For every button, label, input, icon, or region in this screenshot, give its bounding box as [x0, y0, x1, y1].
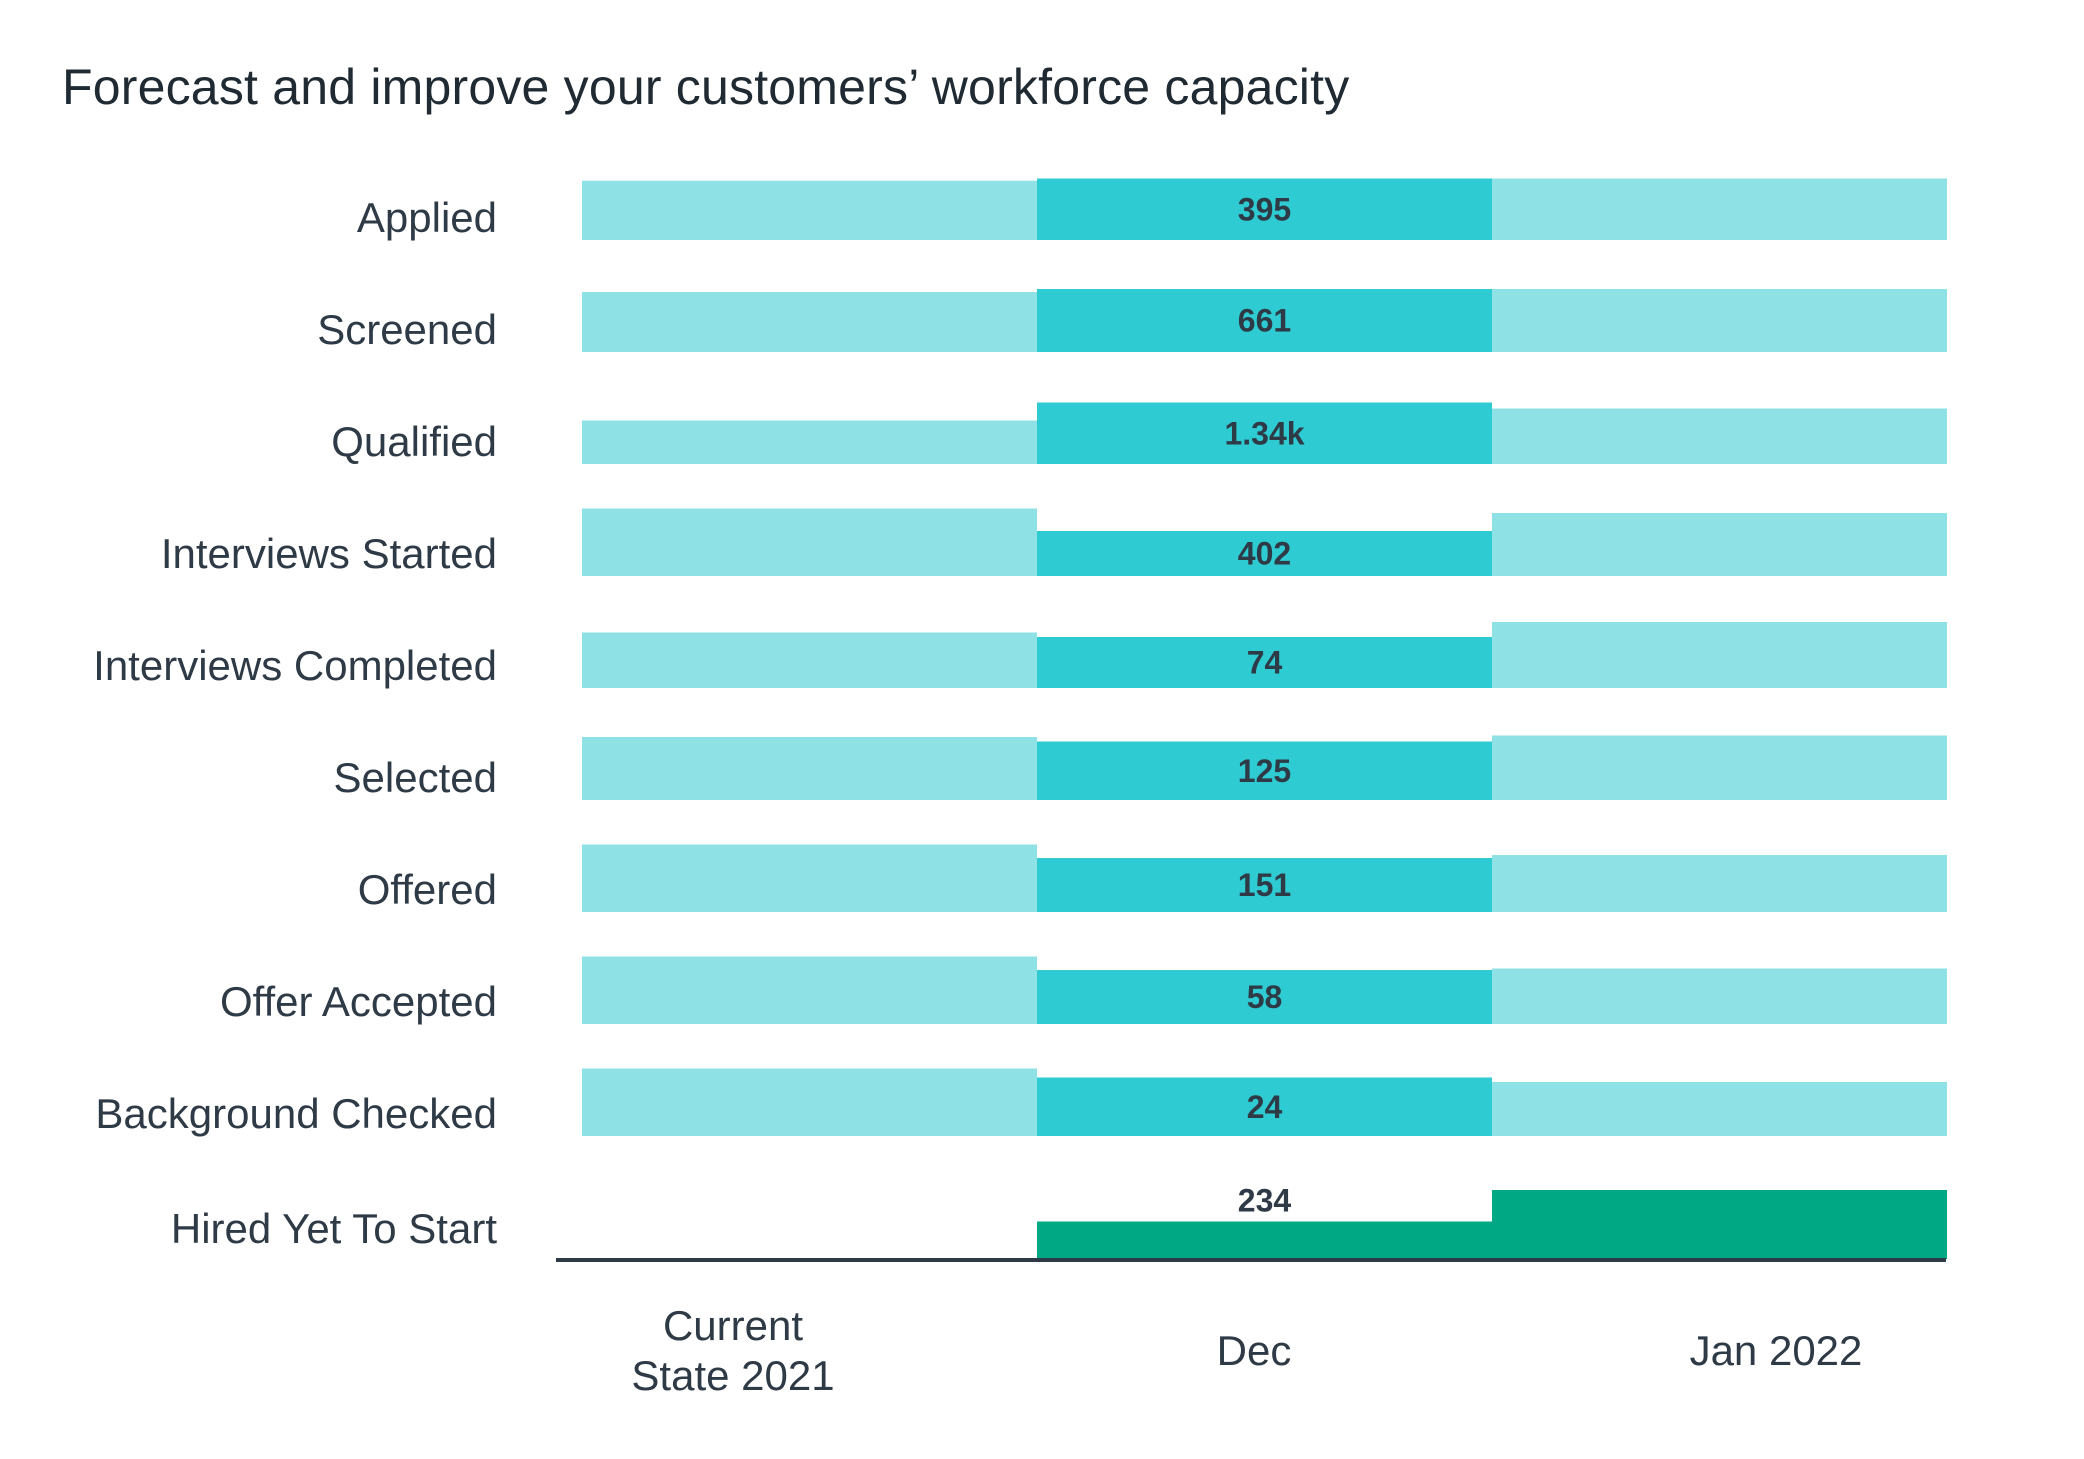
value-label-screened: 661: [1238, 303, 1291, 339]
bar-selected-dec: [1037, 741, 1492, 800]
value-labels-group: 395 661 1.34k 402 74 125 151 58 24 234: [1224, 191, 1304, 1218]
x-label-jan: Jan 2022: [1690, 1327, 1863, 1374]
row-label-offer-accepted: Offer Accepted: [220, 978, 497, 1025]
row-label-selected: Selected: [334, 754, 497, 801]
bar-interviews-started-jan: [1492, 513, 1947, 576]
value-label-qualified: 1.34k: [1224, 415, 1304, 451]
bar-selected-jan: [1492, 735, 1947, 800]
bar-interviews-completed-current: [582, 632, 1037, 688]
bar-applied-current: [582, 180, 1037, 240]
x-label-current: Current State 2021: [631, 1302, 834, 1399]
bar-hired-yet-to-start-dec: [1037, 1221, 1492, 1259]
bar-offer-accepted-dec: [1037, 970, 1492, 1024]
value-label-interviews-completed: 74: [1247, 645, 1283, 681]
x-label-dec: Dec: [1217, 1327, 1292, 1374]
value-label-hired-yet-to-start: 234: [1238, 1183, 1292, 1219]
bar-background-checked-dec: [1037, 1077, 1492, 1136]
bar-applied-jan: [1492, 178, 1947, 240]
bar-selected-current: [582, 737, 1037, 800]
bar-offered-jan: [1492, 855, 1947, 912]
bar-offer-accepted-current: [582, 956, 1037, 1024]
bars-group: [582, 178, 1947, 1259]
bar-offered-current: [582, 844, 1037, 912]
bar-screened-dec: [1037, 289, 1492, 352]
bar-interviews-completed-jan: [1492, 622, 1947, 688]
row-labels-group: Applied Screened Qualified Interviews Start…: [93, 194, 497, 1252]
bar-offered-dec: [1037, 858, 1492, 912]
row-label-interviews-started: Interviews Started: [161, 530, 497, 577]
bar-interviews-started-dec: [1037, 531, 1492, 576]
bar-qualified-current: [582, 420, 1037, 464]
x-labels-group: Current State 2021 Dec Jan 2022: [631, 1302, 1862, 1399]
row-label-background-checked: Background Checked: [95, 1090, 497, 1137]
row-label-qualified: Qualified: [331, 418, 497, 465]
row-label-offered: Offered: [358, 866, 497, 913]
bar-background-checked-jan: [1492, 1082, 1947, 1136]
value-label-offer-accepted: 58: [1247, 979, 1283, 1015]
value-label-offered: 151: [1238, 867, 1291, 903]
chart-title: Forecast and improve your customers’ wor…: [62, 59, 1350, 115]
row-label-hired-yet-to-start: Hired Yet To Start: [171, 1205, 497, 1252]
bar-interviews-completed-dec: [1037, 637, 1492, 688]
bar-qualified-dec: [1037, 402, 1492, 464]
row-label-applied: Applied: [357, 194, 497, 241]
bar-applied-dec: [1037, 178, 1492, 240]
bar-screened-current: [582, 292, 1037, 352]
value-label-selected: 125: [1238, 753, 1291, 789]
bar-hired-yet-to-start-jan: [1492, 1190, 1947, 1259]
value-label-interviews-started: 402: [1238, 536, 1291, 572]
bar-screened-jan: [1492, 289, 1947, 352]
bar-offer-accepted-jan: [1492, 968, 1947, 1024]
bar-qualified-jan: [1492, 408, 1947, 464]
value-label-background-checked: 24: [1247, 1089, 1283, 1125]
row-label-interviews-completed: Interviews Completed: [93, 642, 497, 689]
row-label-screened: Screened: [317, 306, 497, 353]
value-label-applied: 395: [1238, 191, 1291, 227]
bar-interviews-started-current: [582, 508, 1037, 576]
bar-background-checked-current: [582, 1068, 1037, 1136]
